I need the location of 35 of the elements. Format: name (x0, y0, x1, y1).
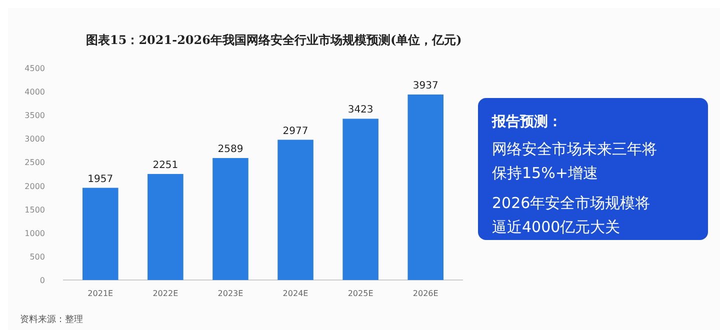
x-tick-label: 2024E (282, 289, 308, 298)
text: 保持15%+增速 (492, 164, 598, 182)
bar (212, 158, 248, 280)
x-tick-label: 2023E (218, 289, 244, 298)
bar (408, 94, 444, 280)
y-tick-label: 0 (40, 276, 45, 285)
data-label: 2977 (282, 126, 308, 137)
text: 资料来源：整理 (20, 314, 83, 325)
x-tick-label: 2026E (412, 289, 438, 298)
data-label: 3937 (412, 80, 438, 92)
text: 逼近4000亿元大关 (492, 218, 620, 236)
text: 网络安全市场未来三年将 (492, 140, 657, 158)
data-label: 2589 (218, 144, 244, 156)
x-tick-label: 2021E (88, 289, 114, 298)
bar (82, 188, 118, 280)
bar (278, 140, 314, 280)
y-tick-label: 3000 (24, 134, 45, 144)
data-label: 1957 (88, 174, 114, 185)
y-tick-label: 4500 (24, 64, 45, 73)
y-tick-label: 2000 (24, 182, 45, 191)
chart-title: 图表15：2021-2026年我国网络安全行业市场规模预测(单位，亿元) (86, 33, 462, 47)
text: 2026年安全市场规模将 (492, 194, 650, 212)
y-tick-label: 2500 (24, 158, 45, 168)
y-tick-label: 1500 (24, 205, 45, 214)
text: 报告预测： (491, 114, 562, 130)
x-tick-label: 2025E (348, 289, 374, 298)
y-tick-label: 3500 (24, 111, 45, 120)
y-tick-label: 4000 (24, 88, 45, 97)
data-label: 2251 (152, 160, 178, 171)
y-tick-label: 1000 (24, 228, 45, 238)
bar (342, 118, 378, 280)
y-tick-label: 500 (30, 252, 45, 262)
bar (148, 174, 184, 280)
data-label: 3423 (348, 104, 374, 116)
x-tick-label: 2022E (152, 289, 178, 298)
